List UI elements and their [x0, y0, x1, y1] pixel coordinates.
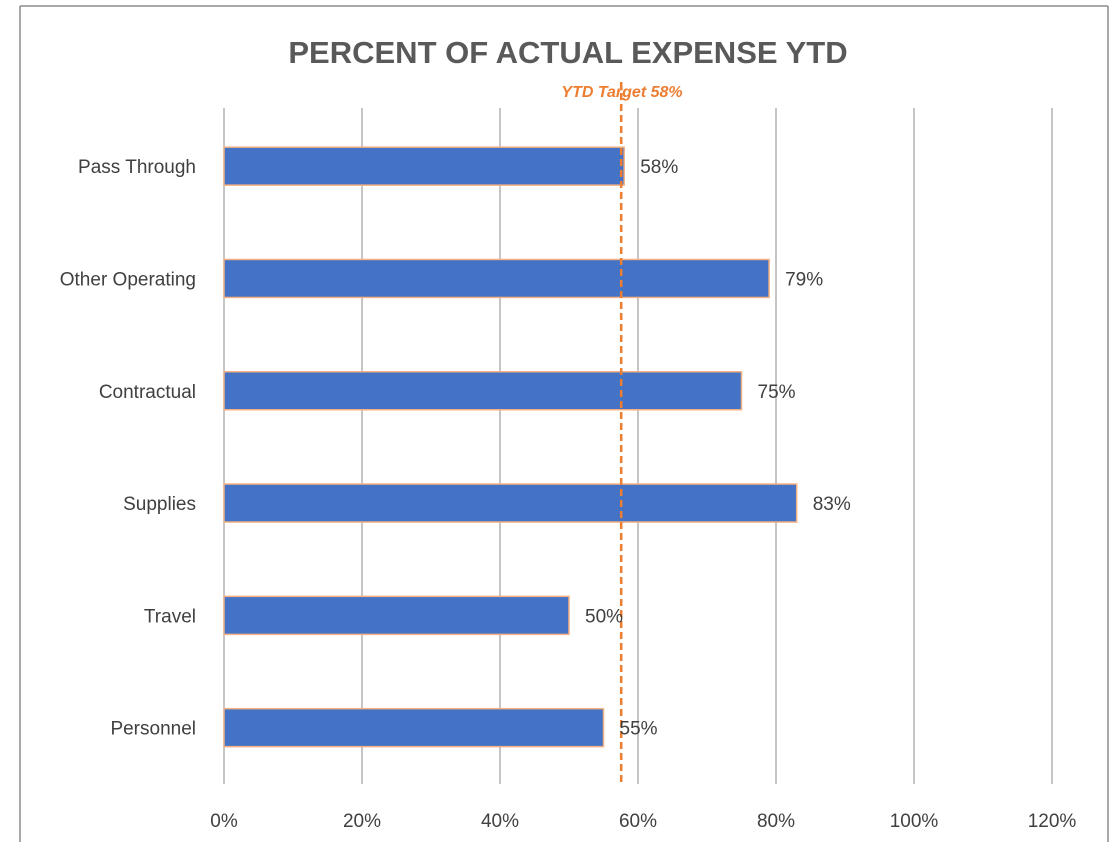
x-tick-label: 20%: [343, 811, 381, 832]
data-label: 79%: [785, 269, 823, 290]
x-tick-label: 80%: [757, 811, 795, 832]
x-tick-label: 100%: [890, 811, 939, 832]
x-tick-label: 0%: [210, 811, 238, 832]
x-tick-label: 60%: [619, 811, 657, 832]
gridlines: [223, 108, 1053, 784]
bar: [223, 483, 798, 523]
x-tick-label: 120%: [1028, 811, 1077, 832]
category-label: Personnel: [110, 719, 196, 740]
data-label: 58%: [640, 157, 678, 178]
target-label: YTD Target 58%: [561, 84, 682, 101]
category-label: Other Operating: [60, 269, 196, 290]
bar: [223, 371, 743, 411]
category-label: Supplies: [123, 494, 196, 515]
labels: 0% 20% 40% 60% 80% 100% 120% Pass Through 58% Oth…: [60, 157, 1077, 832]
category-label: Pass Through: [78, 157, 196, 178]
bar: [223, 146, 625, 186]
data-label: 83%: [813, 494, 851, 515]
bar: [223, 707, 605, 748]
bar: [223, 595, 570, 636]
bars: [223, 146, 798, 748]
chart-title: PERCENT OF ACTUAL EXPENSE YTD: [288, 35, 847, 70]
data-label: 55%: [620, 719, 658, 740]
category-label: Travel: [144, 606, 196, 627]
data-label: 50%: [585, 606, 623, 627]
category-label: Contractual: [99, 382, 196, 403]
x-tick-label: 40%: [481, 811, 519, 832]
bar: [223, 258, 770, 299]
data-label: 75%: [758, 382, 796, 403]
